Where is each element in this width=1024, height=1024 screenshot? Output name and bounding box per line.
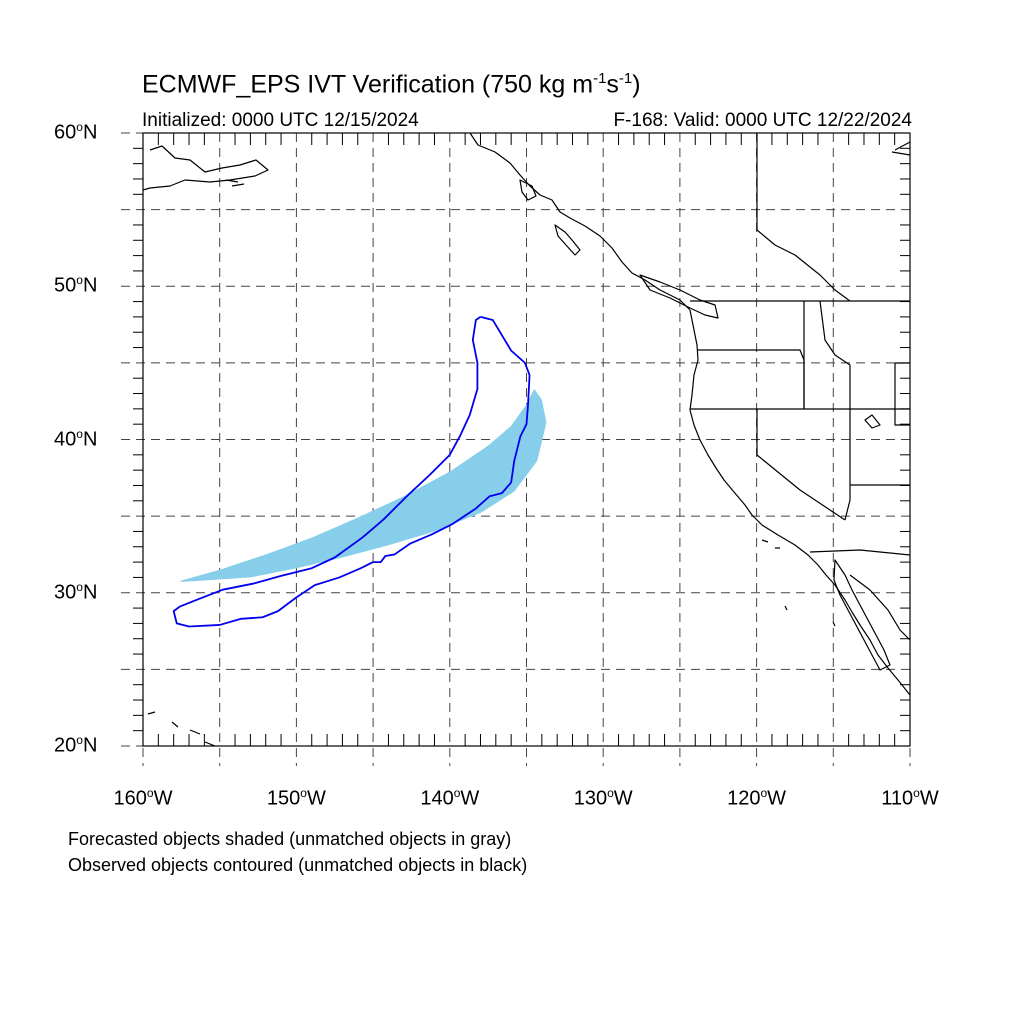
lat-label: 50oN — [54, 273, 98, 297]
lat-label: 60oN — [54, 120, 98, 144]
lon-label: 130oW — [573, 786, 633, 810]
valid-time-label: F-168: Valid: 0000 UTC 12/22/2024 — [613, 110, 912, 131]
coastline-channel-islands — [761, 539, 836, 627]
coastline-vancouver-island — [639, 274, 719, 319]
map-frame — [142, 132, 911, 747]
lon-label: 140oW — [420, 786, 480, 810]
border-idaho — [803, 300, 851, 409]
coastline-haida-gwaii — [519, 179, 537, 201]
lat-label: 20oN — [54, 733, 98, 757]
lat-label: 30oN — [54, 579, 98, 604]
lat-label: 40oN — [54, 426, 98, 451]
lon-label: 120oW — [727, 786, 787, 810]
coastline-gulf-california — [849, 574, 911, 641]
coastline-alaska-islands — [225, 179, 245, 187]
coastline-alaska-panhandle — [469, 132, 691, 311]
coastline-hawaii — [147, 711, 216, 747]
lon-label: 110oW — [881, 786, 939, 810]
observed-note: Observed objects contoured (unmatched ob… — [68, 855, 528, 875]
forecast-note: Forecasted objects shaded (unmatched obj… — [68, 829, 512, 849]
coastline-baja — [833, 559, 891, 671]
coastline-bc-islands — [554, 224, 581, 256]
lon-label: 150oW — [266, 786, 326, 810]
lon-label: 160oW — [113, 786, 173, 810]
forecast-object — [179, 388, 547, 583]
coastline-us-west — [689, 309, 911, 696]
coastline-canada-interior — [756, 133, 851, 302]
coastline-alaska — [142, 145, 269, 191]
border-us-mexico — [809, 549, 911, 556]
border-california-nevada — [756, 409, 846, 521]
border-wyoming — [894, 362, 910, 426]
observed-object-contour — [172, 316, 531, 628]
legend-notes: Forecasted objects shaded (unmatched obj… — [68, 826, 527, 878]
border-oregon-washington — [697, 349, 805, 409]
initialized-label: Initialized: 0000 UTC 12/15/2024 — [142, 110, 419, 131]
coastlines — [142, 132, 911, 747]
coastline-great-salt-lake — [864, 414, 881, 429]
border-nevada-utah — [844, 409, 851, 521]
coastline-hudson — [891, 141, 911, 156]
chart-title: ECMWF_EPS IVT Verification (750 kg m-1s-… — [142, 70, 641, 99]
